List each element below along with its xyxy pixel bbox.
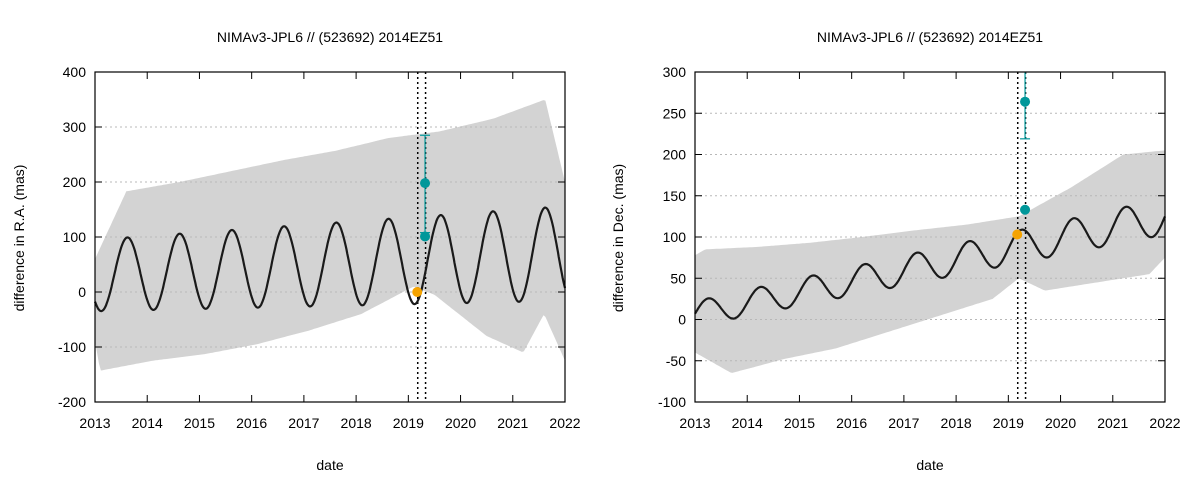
x-tick-label: 2022	[1149, 415, 1180, 431]
y-tick-label: 0	[78, 284, 86, 300]
x-tick-label: 2014	[132, 415, 163, 431]
x-tick-label: 2017	[288, 415, 319, 431]
uncertainty-band	[695, 150, 1165, 373]
x-tick-label: 2014	[732, 415, 763, 431]
y-axis-label: difference in R.A. (mas)	[11, 165, 27, 312]
x-tick-label: 2015	[184, 415, 215, 431]
y-tick-label: 300	[663, 64, 687, 80]
teal-data-point	[1020, 96, 1031, 107]
model-line	[93, 206, 567, 313]
y-tick-label: 150	[663, 188, 687, 204]
axis-ticks: 2013 2014 2015 2016 2017 2018 2019 2020 2021 2022…	[58, 64, 581, 431]
x-tick-label: 2019	[993, 415, 1024, 431]
y-tick-label: -200	[58, 394, 86, 410]
x-tick-label: 2020	[445, 415, 476, 431]
teal-data-point	[420, 231, 431, 242]
y-tick-label: 50	[670, 270, 686, 286]
chart-title: NIMAv3-JPL6 // (523692) 2014EZ51	[817, 29, 1043, 45]
y-tick-label: -100	[58, 339, 86, 355]
uncertainty-envelope	[695, 150, 1165, 373]
grid-lines	[695, 112, 1165, 362]
chart-title: NIMAv3-JPL6 // (523692) 2014EZ51	[217, 29, 443, 45]
y-axis-label: difference in Dec. (mas)	[610, 164, 626, 312]
x-tick-label: 2013	[679, 415, 710, 431]
y-tick-label: -50	[666, 353, 686, 369]
y-tick-label: 250	[663, 105, 687, 121]
observation-points	[412, 134, 431, 297]
y-tick-label: -100	[658, 394, 686, 410]
x-axis-label: date	[916, 457, 943, 473]
x-tick-label: 2019	[393, 415, 424, 431]
x-tick-label: 2021	[1097, 415, 1128, 431]
y-tick-label: 400	[63, 64, 87, 80]
y-tick-label: 200	[63, 174, 87, 190]
x-tick-label: 2016	[236, 415, 267, 431]
x-axis-label: date	[316, 457, 343, 473]
x-tick-label: 2018	[941, 415, 972, 431]
x-tick-label: 2017	[888, 415, 919, 431]
teal-data-point	[420, 178, 431, 189]
grid-lines	[95, 126, 565, 348]
y-tick-label: 100	[663, 229, 687, 245]
x-tick-label: 2016	[836, 415, 867, 431]
teal-data-point	[1020, 204, 1031, 215]
x-tick-label: 2021	[497, 415, 528, 431]
y-tick-label: 100	[63, 229, 87, 245]
x-tick-label: 2015	[784, 415, 815, 431]
model-line	[694, 205, 1167, 320]
model-curve	[93, 206, 567, 313]
x-tick-label: 2018	[341, 415, 372, 431]
y-tick-label: 0	[678, 312, 686, 328]
x-tick-label: 2020	[1045, 415, 1076, 431]
orange-data-point	[412, 287, 423, 297]
model-curve	[694, 205, 1167, 320]
observation-points	[1012, 72, 1031, 240]
dec-difference-chart: 2013 2014 2015 2016 2017 2018 2019 2020 2021 2022…	[610, 29, 1181, 473]
orange-data-point	[1012, 229, 1023, 240]
axis-ticks: 2013 2014 2015 2016 2017 2018 2019 2020 2021 2022…	[658, 64, 1181, 431]
ra-difference-chart: 2013 2014 2015 2016 2017 2018 2019 2020 2021 2022…	[11, 29, 581, 473]
x-tick-label: 2013	[79, 415, 110, 431]
y-tick-label: 300	[63, 119, 87, 135]
x-tick-label: 2022	[549, 415, 580, 431]
y-tick-label: 200	[663, 147, 687, 163]
